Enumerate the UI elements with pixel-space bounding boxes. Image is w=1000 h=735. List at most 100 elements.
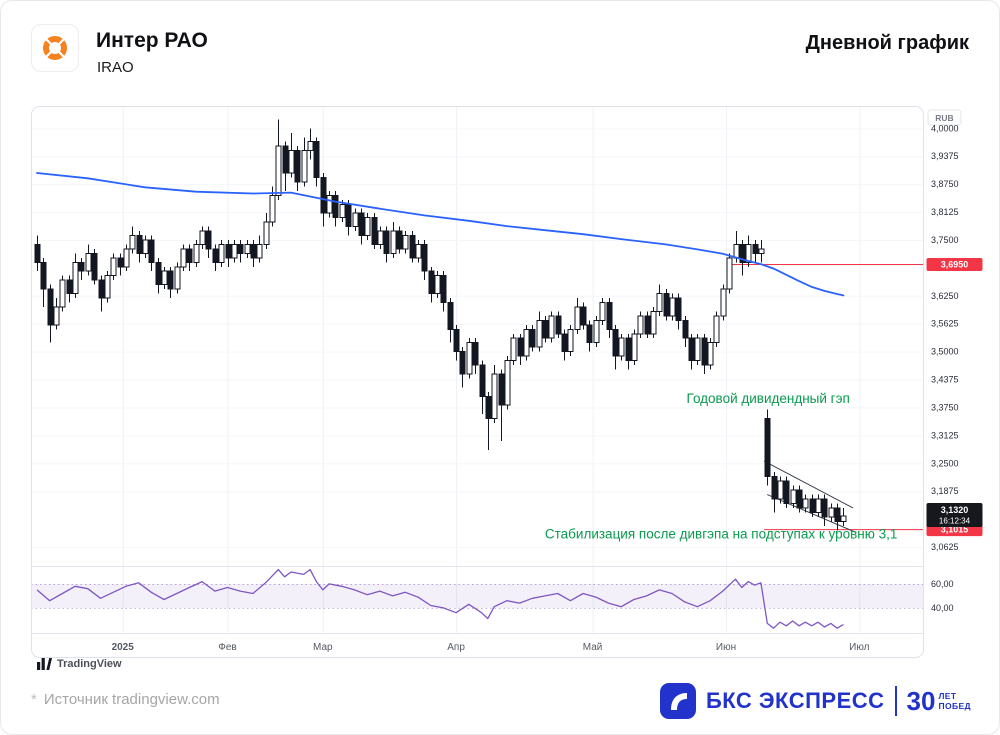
candle bbox=[593, 315, 600, 348]
svg-text:3,6950: 3,6950 bbox=[941, 260, 969, 270]
ma-line bbox=[36, 172, 845, 297]
candle bbox=[117, 253, 124, 276]
candle bbox=[606, 298, 613, 339]
candle bbox=[440, 271, 447, 312]
time-axis-label: Май bbox=[583, 642, 603, 653]
candle bbox=[726, 253, 733, 294]
price-axis-label: 3,5625 bbox=[931, 319, 959, 329]
candle bbox=[332, 190, 339, 227]
candle bbox=[631, 329, 638, 366]
price-axis-label: 4,0000 bbox=[931, 123, 959, 133]
candle bbox=[53, 298, 60, 330]
candle bbox=[701, 333, 708, 374]
chart-annotation: Годовой дивидендный гэп bbox=[687, 391, 850, 406]
svg-text:16:12:34: 16:12:34 bbox=[939, 516, 971, 525]
brand-anniversary: 30 ЛЕТ ПОБЕД bbox=[907, 686, 971, 717]
candle bbox=[288, 132, 295, 178]
source-text: Источник tradingview.com bbox=[43, 691, 220, 708]
price-axis-label: 3,3125 bbox=[931, 430, 959, 440]
candle bbox=[637, 311, 644, 339]
candle bbox=[834, 503, 841, 531]
candle bbox=[231, 239, 238, 263]
candle bbox=[815, 494, 822, 517]
candle bbox=[491, 365, 498, 424]
candle bbox=[580, 302, 587, 330]
candle bbox=[47, 284, 54, 343]
indicator-axis-label: 60,00 bbox=[931, 579, 954, 589]
candle bbox=[447, 298, 454, 343]
tradingview-logo-icon bbox=[37, 658, 52, 670]
candle bbox=[72, 253, 79, 299]
candle bbox=[282, 141, 289, 191]
chart-container[interactable]: Годовой дивидендный гэп Стабилизация посл… bbox=[31, 106, 1000, 658]
candle bbox=[123, 244, 130, 272]
candle bbox=[59, 275, 66, 312]
time-axis-label: Мар bbox=[313, 642, 333, 653]
anniversary-number: 30 bbox=[906, 685, 936, 716]
candle bbox=[34, 235, 41, 272]
candle bbox=[523, 324, 530, 361]
candle bbox=[377, 226, 384, 249]
candle bbox=[136, 231, 143, 263]
price-axis-label: 3,5000 bbox=[931, 347, 959, 357]
ticker-symbol: IRAO bbox=[97, 59, 134, 76]
candle bbox=[104, 271, 111, 303]
price-axis-label: 3,8750 bbox=[931, 179, 959, 189]
candle bbox=[542, 315, 549, 343]
trend-channel-line bbox=[767, 494, 857, 533]
candle bbox=[713, 311, 720, 348]
candle bbox=[618, 333, 625, 361]
candle bbox=[644, 311, 651, 339]
time-axis-label: Фев bbox=[218, 642, 236, 653]
candle bbox=[688, 333, 695, 370]
candle bbox=[256, 235, 263, 263]
time-axis[interactable]: 2025 Фев Мар Апр Май Июн Июл bbox=[112, 642, 870, 653]
candle bbox=[199, 226, 206, 249]
candle bbox=[739, 239, 746, 276]
candle bbox=[720, 284, 727, 321]
candle bbox=[586, 320, 593, 352]
currency-label: RUB bbox=[935, 113, 953, 123]
candle bbox=[275, 119, 282, 200]
candle bbox=[567, 324, 574, 357]
candle bbox=[656, 284, 663, 316]
candle bbox=[599, 298, 606, 325]
candle bbox=[364, 213, 371, 240]
candle bbox=[694, 333, 701, 366]
candle bbox=[682, 315, 689, 348]
trend-channel-line bbox=[763, 460, 854, 509]
candle bbox=[301, 137, 308, 187]
time-axis-label: Июл bbox=[849, 642, 869, 653]
candle bbox=[669, 293, 676, 321]
candle bbox=[313, 137, 320, 187]
candle bbox=[155, 257, 162, 294]
candle bbox=[250, 239, 257, 267]
time-axis-label: 2025 bbox=[112, 642, 135, 653]
candle bbox=[212, 244, 219, 272]
candle bbox=[555, 311, 562, 339]
candle bbox=[802, 494, 809, 513]
candle bbox=[758, 239, 765, 263]
bks-brand-name: БКС ЭКСПРЕСС bbox=[705, 688, 885, 713]
candle bbox=[326, 190, 333, 218]
chart-period-label: Дневной график bbox=[805, 32, 969, 54]
candle bbox=[167, 266, 174, 299]
candle bbox=[771, 472, 778, 513]
candle bbox=[764, 409, 771, 486]
candle bbox=[98, 275, 105, 312]
candle bbox=[91, 248, 98, 285]
candle bbox=[174, 262, 181, 294]
price-axis-label: 3,6250 bbox=[931, 291, 959, 301]
candle bbox=[225, 239, 232, 267]
price-chart-canvas[interactable]: Годовой дивидендный гэп Стабилизация посл… bbox=[31, 106, 1000, 658]
candle bbox=[415, 239, 422, 263]
price-axis-label: 3,0625 bbox=[931, 542, 959, 552]
time-axis-label: Апр bbox=[447, 642, 465, 653]
candle bbox=[383, 226, 390, 263]
candle bbox=[612, 324, 619, 370]
rsi-band bbox=[31, 583, 924, 609]
tradingview-attribution[interactable]: TradingView bbox=[37, 658, 122, 670]
last-price-tag bbox=[926, 502, 983, 527]
grid bbox=[31, 106, 924, 633]
